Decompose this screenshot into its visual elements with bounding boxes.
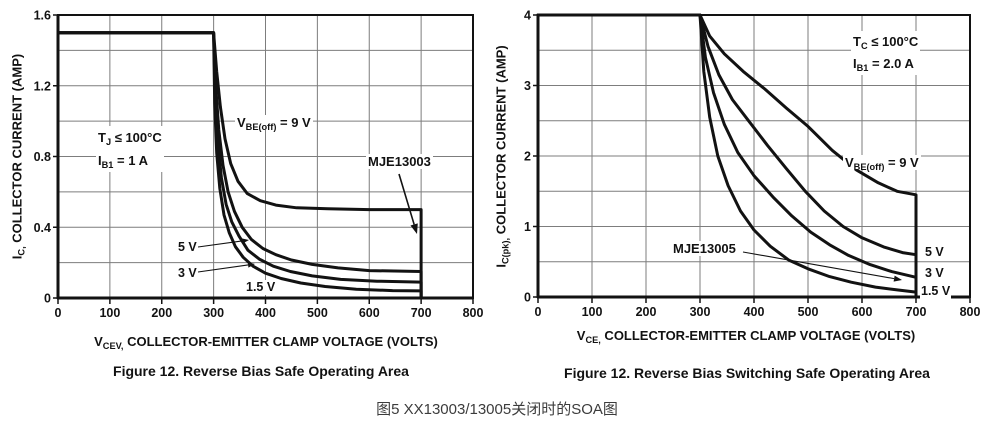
- left-curve-label-1p5v: 1.5 V: [245, 280, 277, 295]
- svg-text:700: 700: [411, 306, 432, 320]
- svg-text:400: 400: [255, 306, 276, 320]
- svg-text:200: 200: [636, 305, 657, 319]
- right-y-axis-title: IC(pk), COLLECTOR CURRENT (AMP): [493, 45, 511, 268]
- svg-text:100: 100: [99, 306, 120, 320]
- page-caption-chinese: 图5 XX13003/13005关闭时的SOA图: [376, 401, 618, 418]
- svg-text:200: 200: [151, 306, 172, 320]
- left-curve-label-3v: 3 V: [177, 266, 198, 281]
- svg-text:1.2: 1.2: [34, 79, 51, 93]
- left-device-label: MJE13003: [366, 154, 433, 170]
- left-condition-ib1: IB1 = 1 A: [98, 153, 148, 170]
- svg-text:400: 400: [744, 305, 765, 319]
- svg-text:100: 100: [582, 305, 603, 319]
- svg-text:600: 600: [359, 306, 380, 320]
- left-conditions: TJ ≤ 100°C IB1 = 1 A: [96, 126, 164, 172]
- right-curve-label-3v: 3 V: [924, 266, 945, 281]
- left-vbe-series-label: VBE(off) = 9 V: [235, 115, 313, 132]
- right-curve-label-5v: 5 V: [924, 245, 945, 260]
- svg-text:0.8: 0.8: [34, 150, 51, 164]
- svg-text:0: 0: [44, 292, 51, 306]
- svg-text:800: 800: [463, 306, 484, 320]
- left-curve-label-5v: 5 V: [177, 240, 198, 255]
- svg-text:500: 500: [307, 306, 328, 320]
- svg-text:0: 0: [535, 305, 542, 319]
- right-vbe-series-label: VBE(off) = 9 V: [843, 155, 921, 172]
- svg-text:4: 4: [524, 9, 531, 23]
- svg-text:300: 300: [690, 305, 711, 319]
- svg-text:500: 500: [798, 305, 819, 319]
- right-conditions: TC ≤ 100°C IB1 = 2.0 A: [851, 31, 921, 75]
- svg-text:3: 3: [524, 79, 531, 93]
- svg-text:1.6: 1.6: [34, 9, 51, 23]
- left-x-axis-title: VCEV, COLLECTOR-EMITTER CLAMP VOLTAGE (V…: [94, 334, 438, 351]
- right-figure-caption: Figure 12. Reverse Bias Switching Safe O…: [564, 365, 930, 381]
- svg-text:700: 700: [906, 305, 927, 319]
- right-condition-tc: TC ≤ 100°C: [853, 34, 919, 51]
- right-condition-ib1: IB1 = 2.0 A: [853, 56, 914, 73]
- svg-text:1: 1: [524, 220, 531, 234]
- svg-text:2: 2: [524, 150, 531, 164]
- svg-text:800: 800: [960, 305, 981, 319]
- left-figure-caption: Figure 12. Reverse Bias Safe Operating A…: [113, 363, 409, 379]
- svg-text:0.4: 0.4: [34, 221, 51, 235]
- right-x-axis-title: VCE, COLLECTOR-EMITTER CLAMP VOLTAGE (VO…: [576, 328, 916, 345]
- left-condition-tj: TJ ≤ 100°C: [98, 130, 162, 147]
- left-y-axis-title: IC, COLLECTOR CURRENT (AMP): [9, 53, 27, 260]
- right-device-label: MJE13005: [671, 241, 738, 257]
- svg-text:300: 300: [203, 306, 224, 320]
- right-curve-label-1p5v: 1.5 V: [920, 284, 952, 299]
- svg-text:600: 600: [852, 305, 873, 319]
- svg-text:0: 0: [524, 291, 531, 305]
- svg-text:0: 0: [55, 306, 62, 320]
